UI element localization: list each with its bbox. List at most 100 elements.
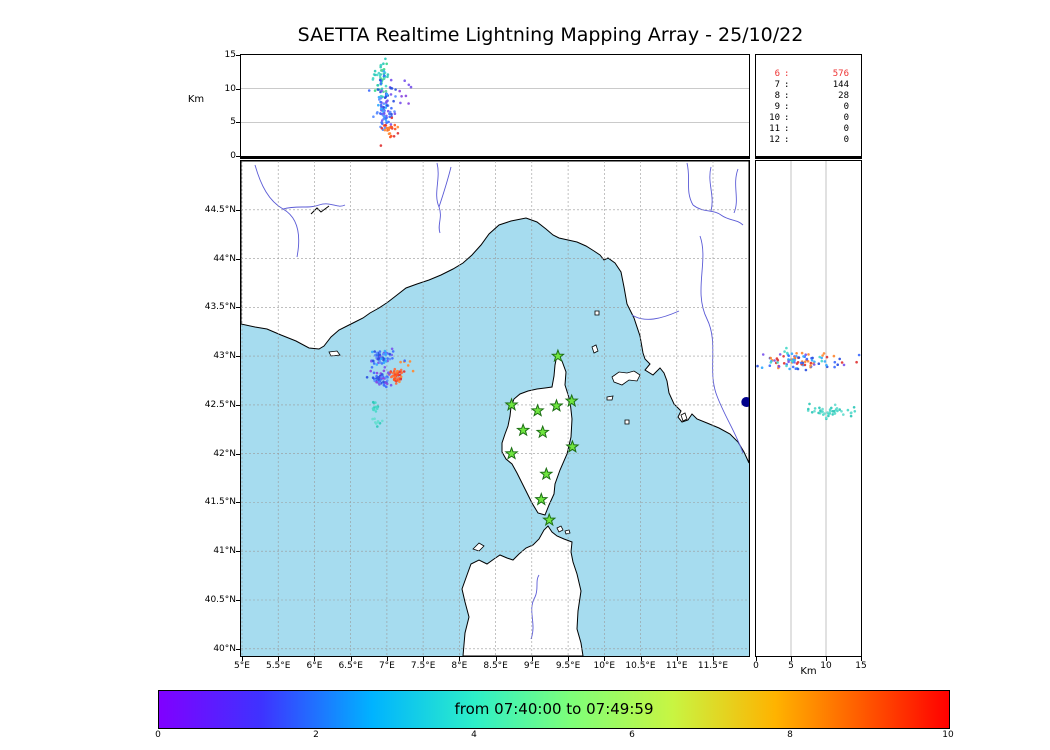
axis-tick-label: 0 (155, 730, 161, 740)
axis-tick-label: 9°E (523, 661, 540, 671)
axis-tick-label: 10°E (593, 661, 616, 671)
station-count-row: 11:0 (769, 124, 849, 134)
lma-station-marker (504, 397, 519, 412)
station-count-row: 9:0 (774, 102, 849, 112)
axis-tick-label: 0 (753, 661, 759, 671)
small-islands (328, 310, 688, 552)
navy-dot (741, 397, 752, 407)
axis-tick-label: 7°E (378, 661, 395, 671)
altitude-axis-label: Km (187, 94, 205, 105)
station-count-row: 12:0 (769, 135, 849, 145)
axis-tick-mark (236, 88, 240, 90)
axis-tick-label: 43.5°N (204, 302, 236, 313)
lma-station-marker (534, 492, 549, 506)
axis-tick-label: 2 (313, 730, 319, 740)
axis-tick-label: 4 (471, 730, 477, 740)
axis-tick-mark (640, 657, 642, 661)
axis-tick-label: 8°E (451, 661, 468, 671)
porquerolles-island (328, 350, 341, 357)
axis-tick-mark (236, 356, 240, 358)
pianosa-island (606, 395, 614, 401)
asinara-island (472, 542, 485, 552)
lma-station-marker (530, 403, 545, 417)
axis-tick-label: 5°E (234, 661, 250, 671)
axis-tick-label: 15 (224, 50, 236, 60)
axis-tick-mark (531, 657, 533, 661)
lightning-sources-map (365, 347, 752, 428)
axis-tick-label: 11°E (665, 661, 688, 671)
axis-tick-mark (314, 657, 316, 661)
lma-station-marker (550, 348, 565, 363)
lightning-sources-altitude (367, 57, 413, 147)
axis-tick-label: 6 (629, 730, 635, 740)
axis-tick-label: 6.5°E (338, 661, 363, 671)
axis-tick-label: 41°N (213, 546, 236, 557)
axis-tick-mark (236, 453, 240, 455)
station-count-row: 8:28 (774, 91, 849, 101)
axis-tick-label: 44.5°N (204, 204, 236, 215)
maddalena-island (556, 525, 564, 533)
axis-tick-label: 5 (788, 661, 794, 671)
axis-tick-label: 42.5°N (204, 399, 236, 410)
station-count-row: 10:0 (769, 113, 849, 123)
corsica-island (501, 353, 573, 516)
axis-tick-label: 10 (942, 730, 954, 740)
gorgona-island (594, 310, 600, 316)
geographic-map (240, 160, 752, 657)
axis-tick-mark (236, 122, 240, 124)
time-colorbar: from 07:40:00 to 07:49:59 (158, 690, 950, 729)
elba-island (611, 370, 641, 386)
axis-tick-mark (756, 657, 757, 661)
axis-tick-mark (242, 657, 243, 661)
axis-tick-mark (826, 657, 827, 661)
axis-tick-label: 7.5°E (410, 661, 436, 671)
axis-tick-mark (386, 657, 388, 661)
right-panel-gridlines (790, 161, 827, 656)
altitude-latitude-panel (751, 160, 862, 657)
caprera-island (564, 529, 571, 535)
axis-tick-label: 10 (820, 661, 832, 671)
axis-tick-label: 9.5°E (555, 661, 581, 671)
capraia-island (591, 344, 599, 354)
station-count-rows: 6:576 7:144 8:28 9:0 10:0 11:0 12:0 (756, 55, 861, 146)
axis-tick-label: 0 (230, 151, 236, 161)
lma-station-marker (516, 422, 531, 437)
axis-tick-label: 44°N (213, 253, 236, 264)
axis-tick-label: 5 (230, 117, 236, 128)
giglio-island (680, 412, 688, 422)
lma-station-marker (535, 424, 550, 439)
axis-tick-mark (236, 307, 240, 309)
lma-station-marker (565, 439, 580, 453)
axis-tick-label: 5.5°E (265, 661, 291, 671)
axis-tick-mark (459, 657, 461, 661)
lma-station-marker (564, 393, 579, 408)
colorbar-label: from 07:40:00 to 07:49:59 (454, 700, 654, 718)
axis-tick-label: 8 (787, 730, 793, 740)
map-gridlines (241, 161, 749, 656)
axis-tick-label: 11.5°E (697, 661, 729, 671)
altitude-profile-panel (240, 54, 750, 159)
axis-tick-mark (236, 258, 240, 260)
axis-tick-label: 40°N (213, 643, 236, 654)
station-count-row: 7:144 (774, 80, 849, 90)
axis-tick-mark (676, 657, 678, 661)
axis-tick-mark (236, 156, 240, 157)
axis-tick-mark (791, 657, 792, 661)
axis-tick-label: 41.5°N (204, 497, 236, 508)
axis-tick-label: 43°N (213, 351, 236, 362)
axis-tick-label: 10 (224, 83, 236, 94)
km-axis-label: Km (800, 666, 817, 677)
lma-stations (504, 348, 580, 527)
axis-tick-mark (236, 55, 240, 56)
axis-tick-mark (236, 404, 240, 406)
axis-tick-mark (236, 502, 240, 504)
axis-tick-label: 10.5°E (625, 661, 656, 671)
axis-tick-label: 40.5°N (204, 595, 236, 606)
axis-tick-mark (236, 209, 240, 211)
axis-tick-label: 8.5°E (483, 661, 508, 671)
lma-station-marker (539, 466, 554, 481)
map-panel (240, 160, 752, 657)
axis-tick-mark (423, 657, 425, 661)
lma-station-marker (504, 446, 519, 460)
